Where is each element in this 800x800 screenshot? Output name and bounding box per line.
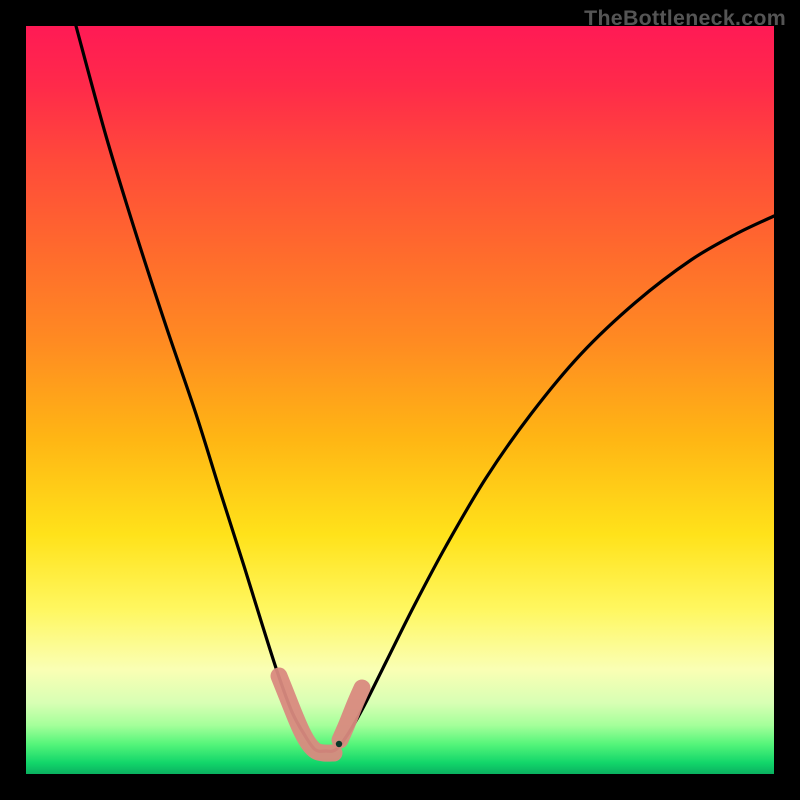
chart-frame: TheBottleneck.com — [0, 0, 800, 800]
chart-area — [26, 26, 774, 774]
v-curve-path — [76, 26, 774, 751]
valley-band — [340, 688, 362, 740]
watermark-text: TheBottleneck.com — [584, 6, 786, 31]
bottleneck-curve — [26, 26, 774, 774]
valley-band — [279, 676, 334, 753]
valley-dot — [336, 741, 342, 747]
